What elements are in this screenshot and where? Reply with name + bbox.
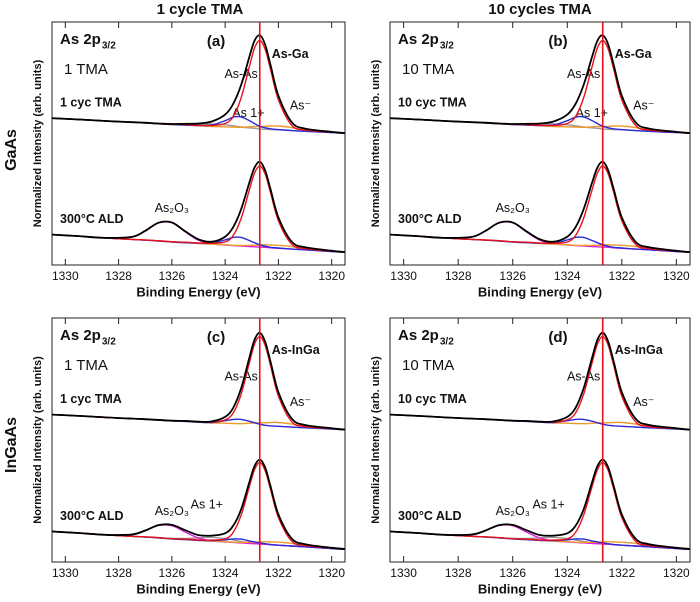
plot-frame (389, 317, 691, 563)
spectrum-label: 10 cyc TMA (398, 392, 467, 406)
x-tick-label: 1328 (445, 566, 472, 580)
x-axis-label: Binding Energy (eV) (478, 581, 602, 596)
x-tick-label: 1326 (499, 269, 526, 283)
panel-label: (c) (207, 329, 225, 346)
x-tick-label: 1328 (445, 269, 472, 283)
component-label: As-As (224, 370, 257, 384)
x-tick-label: 1330 (52, 269, 79, 283)
x-axis-label: Binding Energy (eV) (136, 581, 260, 596)
core-level: As 2p (60, 327, 101, 344)
core-level: As 2p (60, 31, 101, 48)
x-tick-label: 1322 (608, 566, 635, 580)
core-level-subscript: 3/2 (440, 337, 454, 348)
dose-label: 10 TMA (402, 61, 454, 78)
spectrum-line (51, 461, 346, 550)
row-label: GaAs (3, 129, 20, 171)
x-tick-label: 1320 (663, 566, 690, 580)
spectrum-label: 1 cyc TMA (60, 392, 122, 406)
spectrum-line (389, 331, 691, 431)
component-label: As-Ga (615, 47, 653, 61)
core-level-subscript: 3/2 (102, 337, 116, 348)
spectrum-label: 300°C ALD (398, 212, 462, 226)
x-tick-label: 1324 (554, 566, 581, 580)
column-title: 10 cycles TMA (488, 1, 592, 18)
core-level: As 2p (398, 327, 439, 344)
spectrum-line (389, 34, 691, 134)
y-axis-label: Normalized Intensity (arb. units) (370, 59, 382, 227)
x-tick-label: 1330 (390, 269, 417, 283)
x-tick-label: 1330 (390, 566, 417, 580)
component-label: As-As (224, 67, 257, 81)
spectrum-line (51, 165, 346, 253)
spectrum-label: 10 cyc TMA (398, 95, 467, 109)
x-tick-label: 1326 (159, 269, 186, 283)
column-title: 1 cycle TMA (157, 1, 244, 18)
dose-label: 1 TMA (64, 61, 108, 78)
spectrum-line (51, 458, 346, 550)
spectrum-label: 300°C ALD (60, 212, 124, 226)
spectrum-line (51, 160, 346, 253)
x-tick-label: 1320 (663, 269, 690, 283)
spectrum-line (51, 34, 346, 134)
x-tick-label: 1320 (318, 566, 345, 580)
core-level-subscript: 3/2 (102, 41, 116, 52)
x-tick-label: 1330 (52, 566, 79, 580)
component-label: As₂O₃ (155, 504, 189, 518)
component-label: As-Ga (272, 47, 310, 61)
component-label: As⁻ (290, 395, 311, 409)
component-label: As⁻ (633, 98, 654, 112)
spectrum-line (51, 331, 346, 431)
core-level-subscript: 3/2 (440, 41, 454, 52)
panel-label: (d) (548, 329, 567, 346)
spectrum-label: 300°C ALD (60, 509, 124, 523)
component-label: As-As (567, 370, 600, 384)
panel-label: (b) (548, 33, 567, 50)
y-axis-label: Normalized Intensity (arb. units) (370, 356, 382, 524)
component-label: As-InGa (272, 343, 321, 357)
x-tick-label: 1324 (212, 269, 239, 283)
panel-label: (a) (207, 33, 225, 50)
spectrum-label: 1 cyc TMA (60, 95, 122, 109)
x-tick-label: 1322 (265, 269, 292, 283)
component-label: As₂O₃ (496, 504, 530, 518)
x-tick-label: 1320 (318, 269, 345, 283)
component-label: As⁻ (633, 395, 654, 409)
x-axis-label: Binding Energy (eV) (136, 284, 260, 299)
dose-label: 1 TMA (64, 357, 108, 374)
y-axis-label: Normalized Intensity (arb. units) (32, 356, 44, 524)
spectrum-label: 300°C ALD (398, 509, 462, 523)
component-label: As₂O₃ (155, 201, 189, 215)
component-label: As 1+ (191, 498, 223, 512)
x-tick-label: 1326 (499, 566, 526, 580)
component-label: As-InGa (615, 343, 664, 357)
x-tick-label: 1322 (608, 269, 635, 283)
plot-frame (51, 21, 346, 266)
spectrum-line (389, 160, 691, 253)
x-axis-label: Binding Energy (eV) (478, 284, 602, 299)
spectrum-line (389, 458, 691, 550)
x-tick-label: 1326 (159, 566, 186, 580)
component-label: As 1+ (532, 498, 564, 512)
component-label: As-As (567, 67, 600, 81)
core-level: As 2p (398, 31, 439, 48)
x-tick-label: 1324 (212, 566, 239, 580)
x-tick-label: 1322 (265, 566, 292, 580)
x-tick-label: 1328 (105, 269, 132, 283)
x-tick-label: 1328 (105, 566, 132, 580)
y-axis-label: Normalized Intensity (arb. units) (32, 59, 44, 227)
dose-label: 10 TMA (402, 357, 454, 374)
row-label: InGaAs (3, 417, 20, 473)
x-tick-label: 1324 (554, 269, 581, 283)
component-label: As₂O₃ (496, 201, 530, 215)
component-label: As⁻ (290, 98, 311, 112)
spectrum-line (389, 165, 691, 253)
plot-frame (389, 21, 691, 266)
spectrum-line (389, 461, 691, 550)
plot-frame (51, 317, 346, 563)
